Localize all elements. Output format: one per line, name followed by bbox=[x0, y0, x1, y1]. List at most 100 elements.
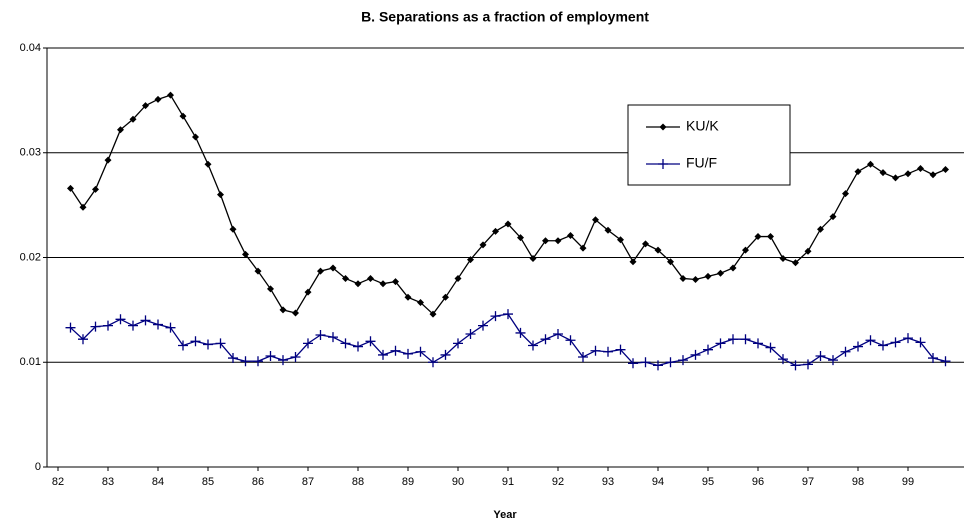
marker bbox=[417, 299, 424, 307]
marker bbox=[578, 352, 588, 363]
marker bbox=[340, 338, 351, 349]
x-tick-label: 88 bbox=[352, 476, 364, 488]
marker bbox=[854, 168, 862, 176]
x-tick-label: 95 bbox=[702, 476, 714, 488]
x-tick-label: 97 bbox=[802, 476, 814, 488]
marker bbox=[179, 112, 187, 120]
marker bbox=[217, 191, 224, 199]
marker bbox=[729, 264, 737, 272]
marker bbox=[942, 166, 949, 174]
marker bbox=[917, 164, 924, 172]
marker bbox=[79, 203, 87, 211]
x-axis-title: Year bbox=[493, 509, 517, 521]
data-line bbox=[70, 313, 946, 367]
marker bbox=[679, 274, 687, 282]
marker bbox=[779, 255, 787, 263]
marker bbox=[667, 258, 674, 266]
marker bbox=[292, 309, 299, 317]
marker bbox=[565, 335, 576, 346]
marker bbox=[579, 244, 587, 252]
x-tick-label: 83 bbox=[102, 476, 114, 488]
y-tick-label: 0.04 bbox=[20, 42, 41, 54]
marker bbox=[479, 241, 487, 249]
marker bbox=[403, 348, 413, 359]
marker bbox=[840, 346, 851, 357]
marker bbox=[242, 250, 249, 258]
marker bbox=[703, 344, 713, 355]
marker bbox=[165, 322, 176, 333]
marker bbox=[440, 349, 451, 360]
marker bbox=[78, 334, 88, 345]
marker bbox=[128, 320, 138, 331]
x-tick-label: 85 bbox=[202, 476, 214, 488]
marker bbox=[515, 327, 526, 338]
marker bbox=[929, 171, 937, 179]
marker bbox=[842, 190, 849, 198]
marker bbox=[129, 115, 137, 123]
marker bbox=[454, 274, 462, 282]
marker bbox=[890, 337, 901, 348]
marker bbox=[317, 267, 324, 275]
marker bbox=[254, 267, 262, 275]
marker bbox=[154, 95, 162, 103]
marker bbox=[678, 355, 688, 366]
marker bbox=[367, 274, 374, 282]
marker bbox=[342, 274, 349, 282]
marker bbox=[267, 285, 274, 293]
marker bbox=[554, 237, 562, 245]
marker bbox=[604, 226, 612, 234]
marker bbox=[904, 170, 912, 178]
marker bbox=[542, 237, 549, 245]
marker bbox=[878, 340, 888, 351]
marker bbox=[654, 246, 662, 254]
marker bbox=[690, 349, 701, 360]
marker bbox=[378, 349, 388, 360]
x-tick-label: 96 bbox=[752, 476, 764, 488]
marker bbox=[790, 360, 801, 371]
marker bbox=[392, 278, 399, 286]
marker bbox=[879, 169, 887, 177]
marker bbox=[467, 256, 474, 264]
x-tick-label: 99 bbox=[902, 476, 914, 488]
marker bbox=[715, 338, 726, 349]
marker bbox=[92, 185, 99, 193]
series bbox=[65, 309, 951, 371]
marker bbox=[742, 246, 749, 254]
marker bbox=[167, 91, 174, 99]
marker bbox=[603, 346, 613, 357]
marker bbox=[354, 280, 362, 288]
marker bbox=[815, 350, 826, 361]
marker bbox=[415, 346, 426, 357]
marker bbox=[765, 342, 776, 353]
marker bbox=[190, 336, 201, 347]
marker bbox=[465, 328, 476, 339]
marker bbox=[865, 335, 876, 346]
marker bbox=[204, 160, 212, 168]
marker bbox=[428, 357, 438, 368]
marker bbox=[178, 340, 188, 351]
marker bbox=[304, 288, 312, 296]
marker bbox=[665, 357, 676, 368]
y-tick-label: 0.02 bbox=[20, 251, 41, 263]
marker bbox=[478, 320, 488, 331]
marker bbox=[553, 328, 563, 339]
series bbox=[67, 91, 949, 318]
marker bbox=[490, 311, 501, 322]
marker bbox=[617, 236, 624, 244]
marker bbox=[592, 216, 599, 224]
marker bbox=[503, 309, 513, 320]
marker bbox=[540, 334, 551, 345]
marker bbox=[504, 220, 512, 228]
marker bbox=[365, 336, 376, 347]
marker bbox=[240, 356, 251, 367]
x-tick-label: 90 bbox=[452, 476, 464, 488]
x-tick-label: 91 bbox=[502, 476, 514, 488]
marker bbox=[203, 339, 213, 350]
marker bbox=[628, 358, 638, 369]
marker bbox=[253, 356, 263, 367]
marker bbox=[717, 269, 724, 277]
marker bbox=[792, 259, 799, 267]
marker bbox=[728, 334, 738, 345]
marker bbox=[753, 338, 763, 349]
